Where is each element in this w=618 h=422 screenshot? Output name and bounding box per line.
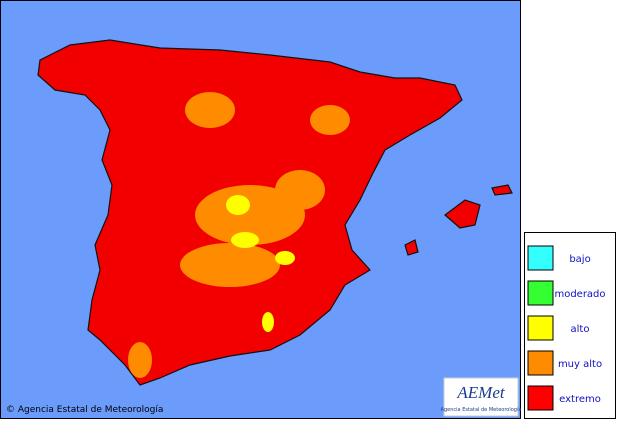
- legend-label: extremo: [559, 394, 601, 405]
- patch: [231, 232, 259, 248]
- patch: [275, 170, 325, 210]
- menorca: [491, 184, 513, 196]
- ibiza: [404, 239, 419, 256]
- patch: [275, 251, 295, 265]
- mallorca: [444, 199, 481, 229]
- logo-box: [443, 377, 519, 417]
- logo-title: AEMet: [456, 383, 505, 402]
- patch: [226, 195, 250, 215]
- legend-swatch: [527, 245, 554, 271]
- patch: [262, 312, 274, 332]
- patch: [195, 185, 305, 245]
- legend-label: alto: [571, 324, 590, 335]
- legend-label: moderado: [554, 289, 605, 300]
- legend-label: bajo: [569, 254, 590, 265]
- legend-swatch: [527, 350, 554, 376]
- legend-label: muy alto: [558, 359, 602, 370]
- patch: [310, 105, 350, 135]
- logo-subtitle: Agencia Estatal de Meteorología: [441, 406, 522, 413]
- patch: [128, 342, 152, 378]
- legend-swatch: [527, 315, 554, 341]
- legend-swatch: [527, 280, 554, 306]
- patch: [180, 243, 280, 287]
- legend: bajo moderado alto muy alto extremo: [527, 245, 606, 411]
- legend-swatch: [527, 385, 554, 411]
- credit: © Agencia Estatal de Meteorología: [6, 405, 163, 415]
- patch: [185, 92, 235, 128]
- logo: AEMet Agencia Estatal de Meteorología: [441, 377, 522, 417]
- risk-patches: [128, 92, 350, 378]
